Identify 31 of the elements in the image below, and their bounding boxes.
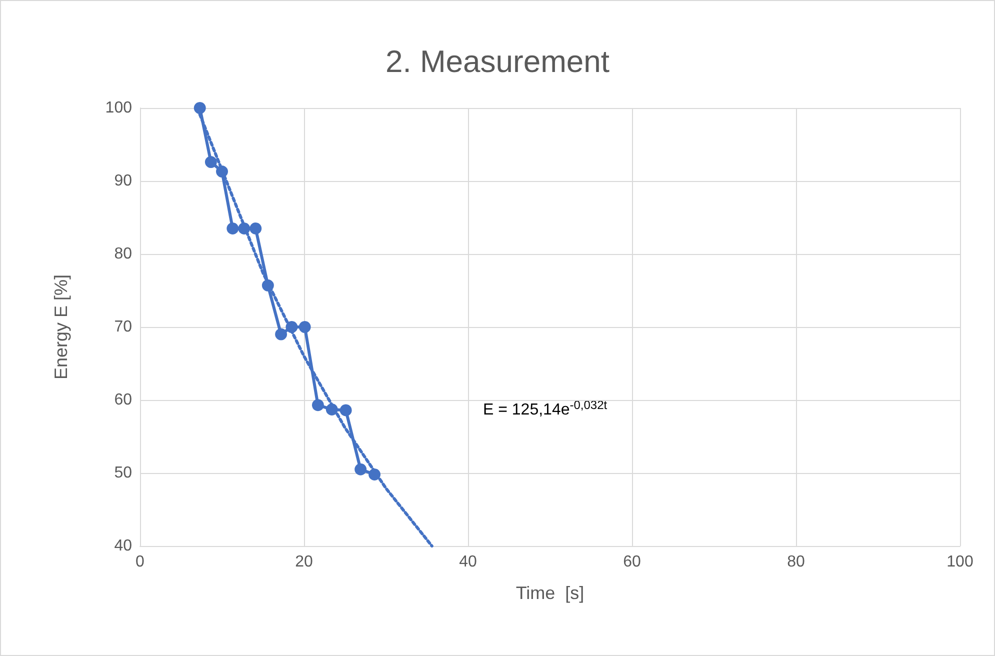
point (354, 463, 367, 476)
x-tick-label: 60 (623, 554, 641, 570)
y-tick-label: 100 (105, 100, 132, 116)
y-tick-label: 70 (114, 318, 132, 336)
x-tick-label: 0 (136, 554, 145, 570)
x-tick-label: 80 (787, 554, 805, 570)
point (204, 156, 217, 168)
point (194, 102, 206, 114)
point (298, 321, 311, 333)
y-tick-label: 50 (114, 464, 132, 482)
chart-title: 2. Measurement (386, 44, 610, 79)
x-axis-title: Time [s] (516, 583, 584, 603)
y-tick-label: 40 (114, 538, 132, 554)
y-tick-label: 60 (114, 392, 132, 408)
point (326, 403, 338, 416)
point (226, 222, 239, 234)
point (250, 222, 262, 234)
x-tick-label: 20 (295, 554, 313, 570)
point (286, 321, 298, 333)
y-tick-label: 90 (114, 172, 132, 190)
point (340, 404, 352, 416)
y-tick-label: 80 (114, 246, 132, 262)
point (275, 328, 288, 340)
point (312, 399, 324, 412)
y-axis-title: Energy E [%] (51, 274, 71, 380)
x-tick-label: 40 (459, 554, 477, 570)
point (262, 279, 274, 292)
point (238, 222, 250, 234)
point (368, 468, 381, 480)
x-tick-label: 100 (946, 554, 974, 570)
point (216, 166, 228, 178)
